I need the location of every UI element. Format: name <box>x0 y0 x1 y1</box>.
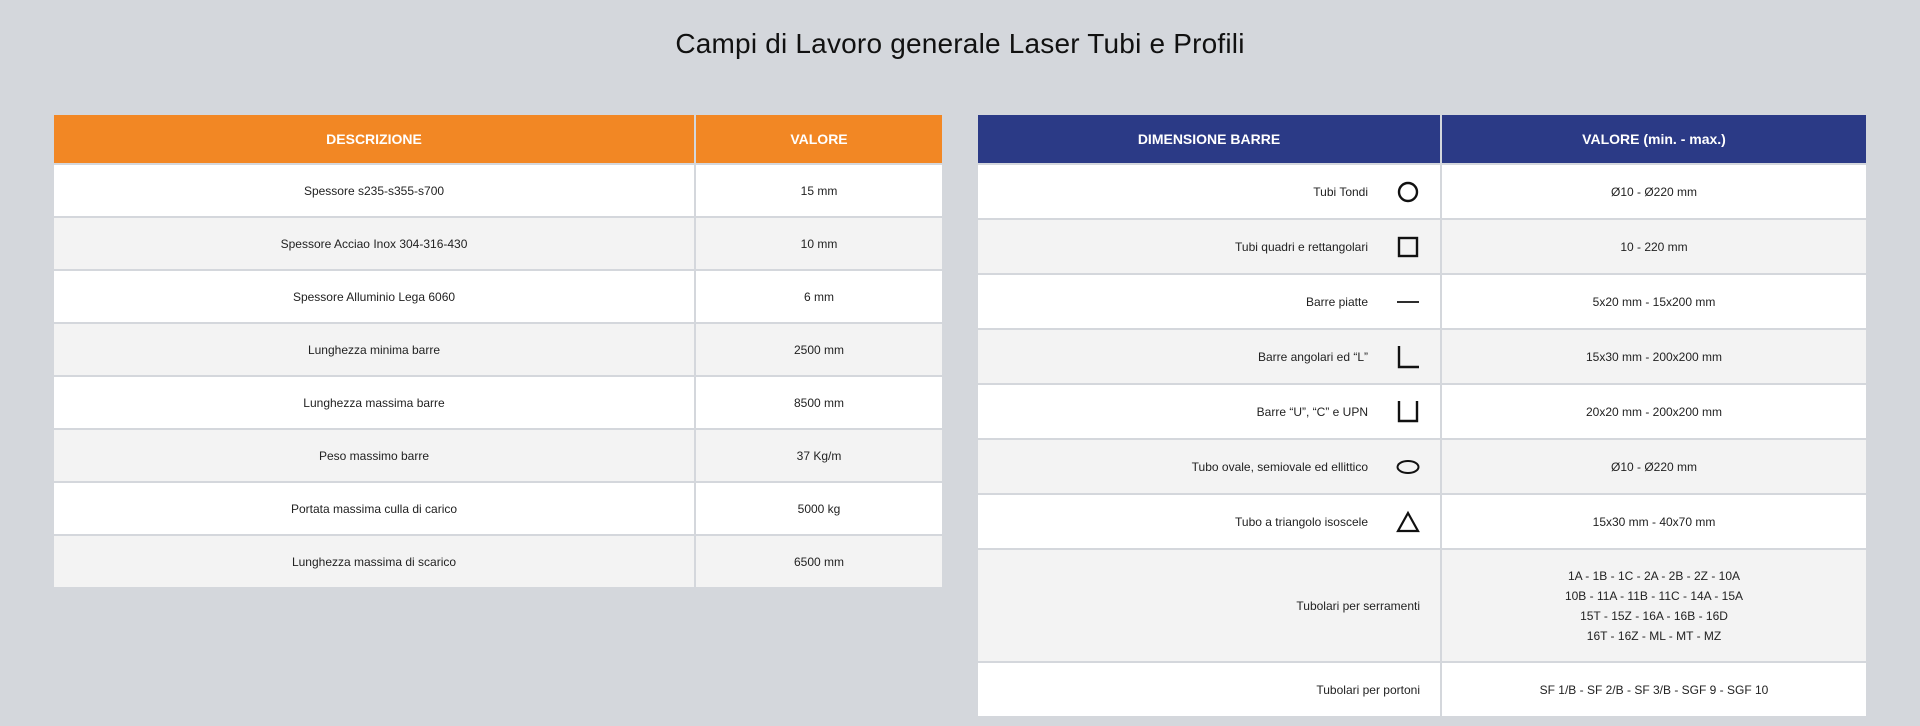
value-line: 10B - 11A - 11B - 11C - 14A - 15A <box>1564 588 1744 603</box>
dimension-cell: Barre “U”, “C” e UPN <box>976 383 1442 440</box>
dimension-label: Tubo a triangolo isoscele <box>1235 514 1368 529</box>
value-cell: Ø10 - Ø220 mm <box>1440 163 1868 220</box>
header-valore-min-max: VALORE (min. - max.) <box>1440 113 1868 165</box>
bar-dimensions-table: DIMENSIONE BARRE VALORE (min. - max.) Tu… <box>976 113 1868 718</box>
value-cell: 1A - 1B - 1C - 2A - 2B - 2Z - 10A 10B - 1… <box>1440 548 1868 663</box>
dimension-cell: Tubi Tondi <box>976 163 1442 220</box>
value-cell: 6 mm <box>694 269 944 324</box>
table-row: Spessore s235-s355-s700 15 mm <box>52 163 944 218</box>
table-row: Barre angolari ed “L” 15x30 mm - 200x200 … <box>976 328 1868 385</box>
square-icon <box>1397 236 1419 257</box>
table-row: Lunghezza minima barre 2500 mm <box>52 322 944 377</box>
circle-icon <box>1397 181 1419 202</box>
table-row: Tubo ovale, semiovale ed ellittico Ø10 - … <box>976 438 1868 495</box>
value-cell: 20x20 mm - 200x200 mm <box>1440 383 1868 440</box>
value-cell: 15x30 mm - 200x200 mm <box>1440 328 1868 385</box>
header-valore: VALORE <box>694 113 944 165</box>
table-row: Spessore Acciao Inox 304-316-430 10 mm <box>52 216 944 271</box>
table-row: Tubolari per portoni SF 1/B - SF 2/B - SF… <box>976 661 1868 718</box>
value-cell: 37 Kg/m <box>694 428 944 483</box>
dimension-cell: Tubo ovale, semiovale ed ellittico <box>976 438 1442 495</box>
dimension-label: Tubo ovale, semiovale ed ellittico <box>1191 459 1368 474</box>
description-cell: Spessore Alluminio Lega 6060 <box>52 269 696 324</box>
dimension-label: Tubi Tondi <box>1313 184 1368 199</box>
description-cell: Lunghezza massima barre <box>52 375 696 430</box>
value-cell: 6500 mm <box>694 534 944 589</box>
dimension-label: Tubolari per portoni <box>1316 682 1420 697</box>
description-cell: Lunghezza massima di scarico <box>52 534 696 589</box>
value-cell: 10 mm <box>694 216 944 271</box>
table-row: Barre “U”, “C” e UPN 20x20 mm - 200x200 m… <box>976 383 1868 440</box>
dimension-label: Tubolari per serramenti <box>1296 598 1420 613</box>
flat-bar-icon <box>1397 300 1419 303</box>
description-cell: Spessore Acciao Inox 304-316-430 <box>52 216 696 271</box>
header-descrizione: DESCRIZIONE <box>52 113 696 165</box>
angle-l-icon <box>1397 345 1419 368</box>
value-cell: 2500 mm <box>694 322 944 377</box>
u-channel-icon <box>1397 400 1419 422</box>
value-cell: 8500 mm <box>694 375 944 430</box>
value-cell: SF 1/B - SF 2/B - SF 3/B - SGF 9 - SGF 1… <box>1440 661 1868 718</box>
description-cell: Lunghezza minima barre <box>52 322 696 377</box>
value-cell: Ø10 - Ø220 mm <box>1440 438 1868 495</box>
triangle-icon <box>1396 510 1420 532</box>
value-cell: 5000 kg <box>694 481 944 536</box>
table-row: Peso massimo barre 37 Kg/m <box>52 428 944 483</box>
table-row: Tubi Tondi Ø10 - Ø220 mm <box>976 163 1868 220</box>
description-cell: Portata massima culla di carico <box>52 481 696 536</box>
description-cell: Peso massimo barre <box>52 428 696 483</box>
value-cell: 15 mm <box>694 163 944 218</box>
table-row: Lunghezza massima di scarico 6500 mm <box>52 534 944 589</box>
dimension-label: Barre angolari ed “L” <box>1257 349 1368 364</box>
dimension-cell: Tubi quadri e rettangolari <box>976 218 1442 275</box>
page-title: Campi di Lavoro generale Laser Tubi e Pr… <box>675 28 1245 59</box>
dimension-cell: Barre angolari ed “L” <box>976 328 1442 385</box>
table-row: Tubo a triangolo isoscele 15x30 mm - 40x7… <box>976 493 1868 550</box>
value-cell: 15x30 mm - 40x70 mm <box>1440 493 1868 550</box>
value-line: 1A - 1B - 1C - 2A - 2B - 2Z - 10A <box>1567 568 1741 583</box>
dimension-cell: Tubo a triangolo isoscele <box>976 493 1442 550</box>
table-row: Tubi quadri e rettangolari 10 - 220 mm <box>976 218 1868 275</box>
table-row: Tubolari per serramenti 1A - 1B - 1C - 2A… <box>976 548 1868 663</box>
dimension-label: Barre piatte <box>1305 294 1368 309</box>
dimension-label: Barre “U”, “C” e UPN <box>1256 404 1368 419</box>
description-cell: Spessore s235-s355-s700 <box>52 163 696 218</box>
value-line: 15T - 15Z - 16A - 16B - 16D <box>1580 608 1728 623</box>
value-cell: 5x20 mm - 15x200 mm <box>1440 273 1868 330</box>
table-row: Spessore Alluminio Lega 6060 6 mm <box>52 269 944 324</box>
dimension-label: Tubi quadri e rettangolari <box>1235 239 1368 254</box>
table-row: Portata massima culla di carico 5000 kg <box>52 481 944 536</box>
dimension-cell: Barre piatte <box>976 273 1442 330</box>
table-row: Barre piatte 5x20 mm - 15x200 mm <box>976 273 1868 330</box>
value-cell: 10 - 220 mm <box>1440 218 1868 275</box>
value-line: 16T - 16Z - ML - MT - MZ <box>1586 628 1722 643</box>
oval-icon <box>1396 459 1420 474</box>
dimension-cell: Tubolari per serramenti <box>976 548 1442 663</box>
work-field-table: DESCRIZIONE VALORE Spessore s235-s355-s7… <box>52 113 944 589</box>
table-row: Lunghezza massima barre 8500 mm <box>52 375 944 430</box>
dimension-cell: Tubolari per portoni <box>976 661 1442 718</box>
header-dimensione-barre: DIMENSIONE BARRE <box>976 113 1442 165</box>
